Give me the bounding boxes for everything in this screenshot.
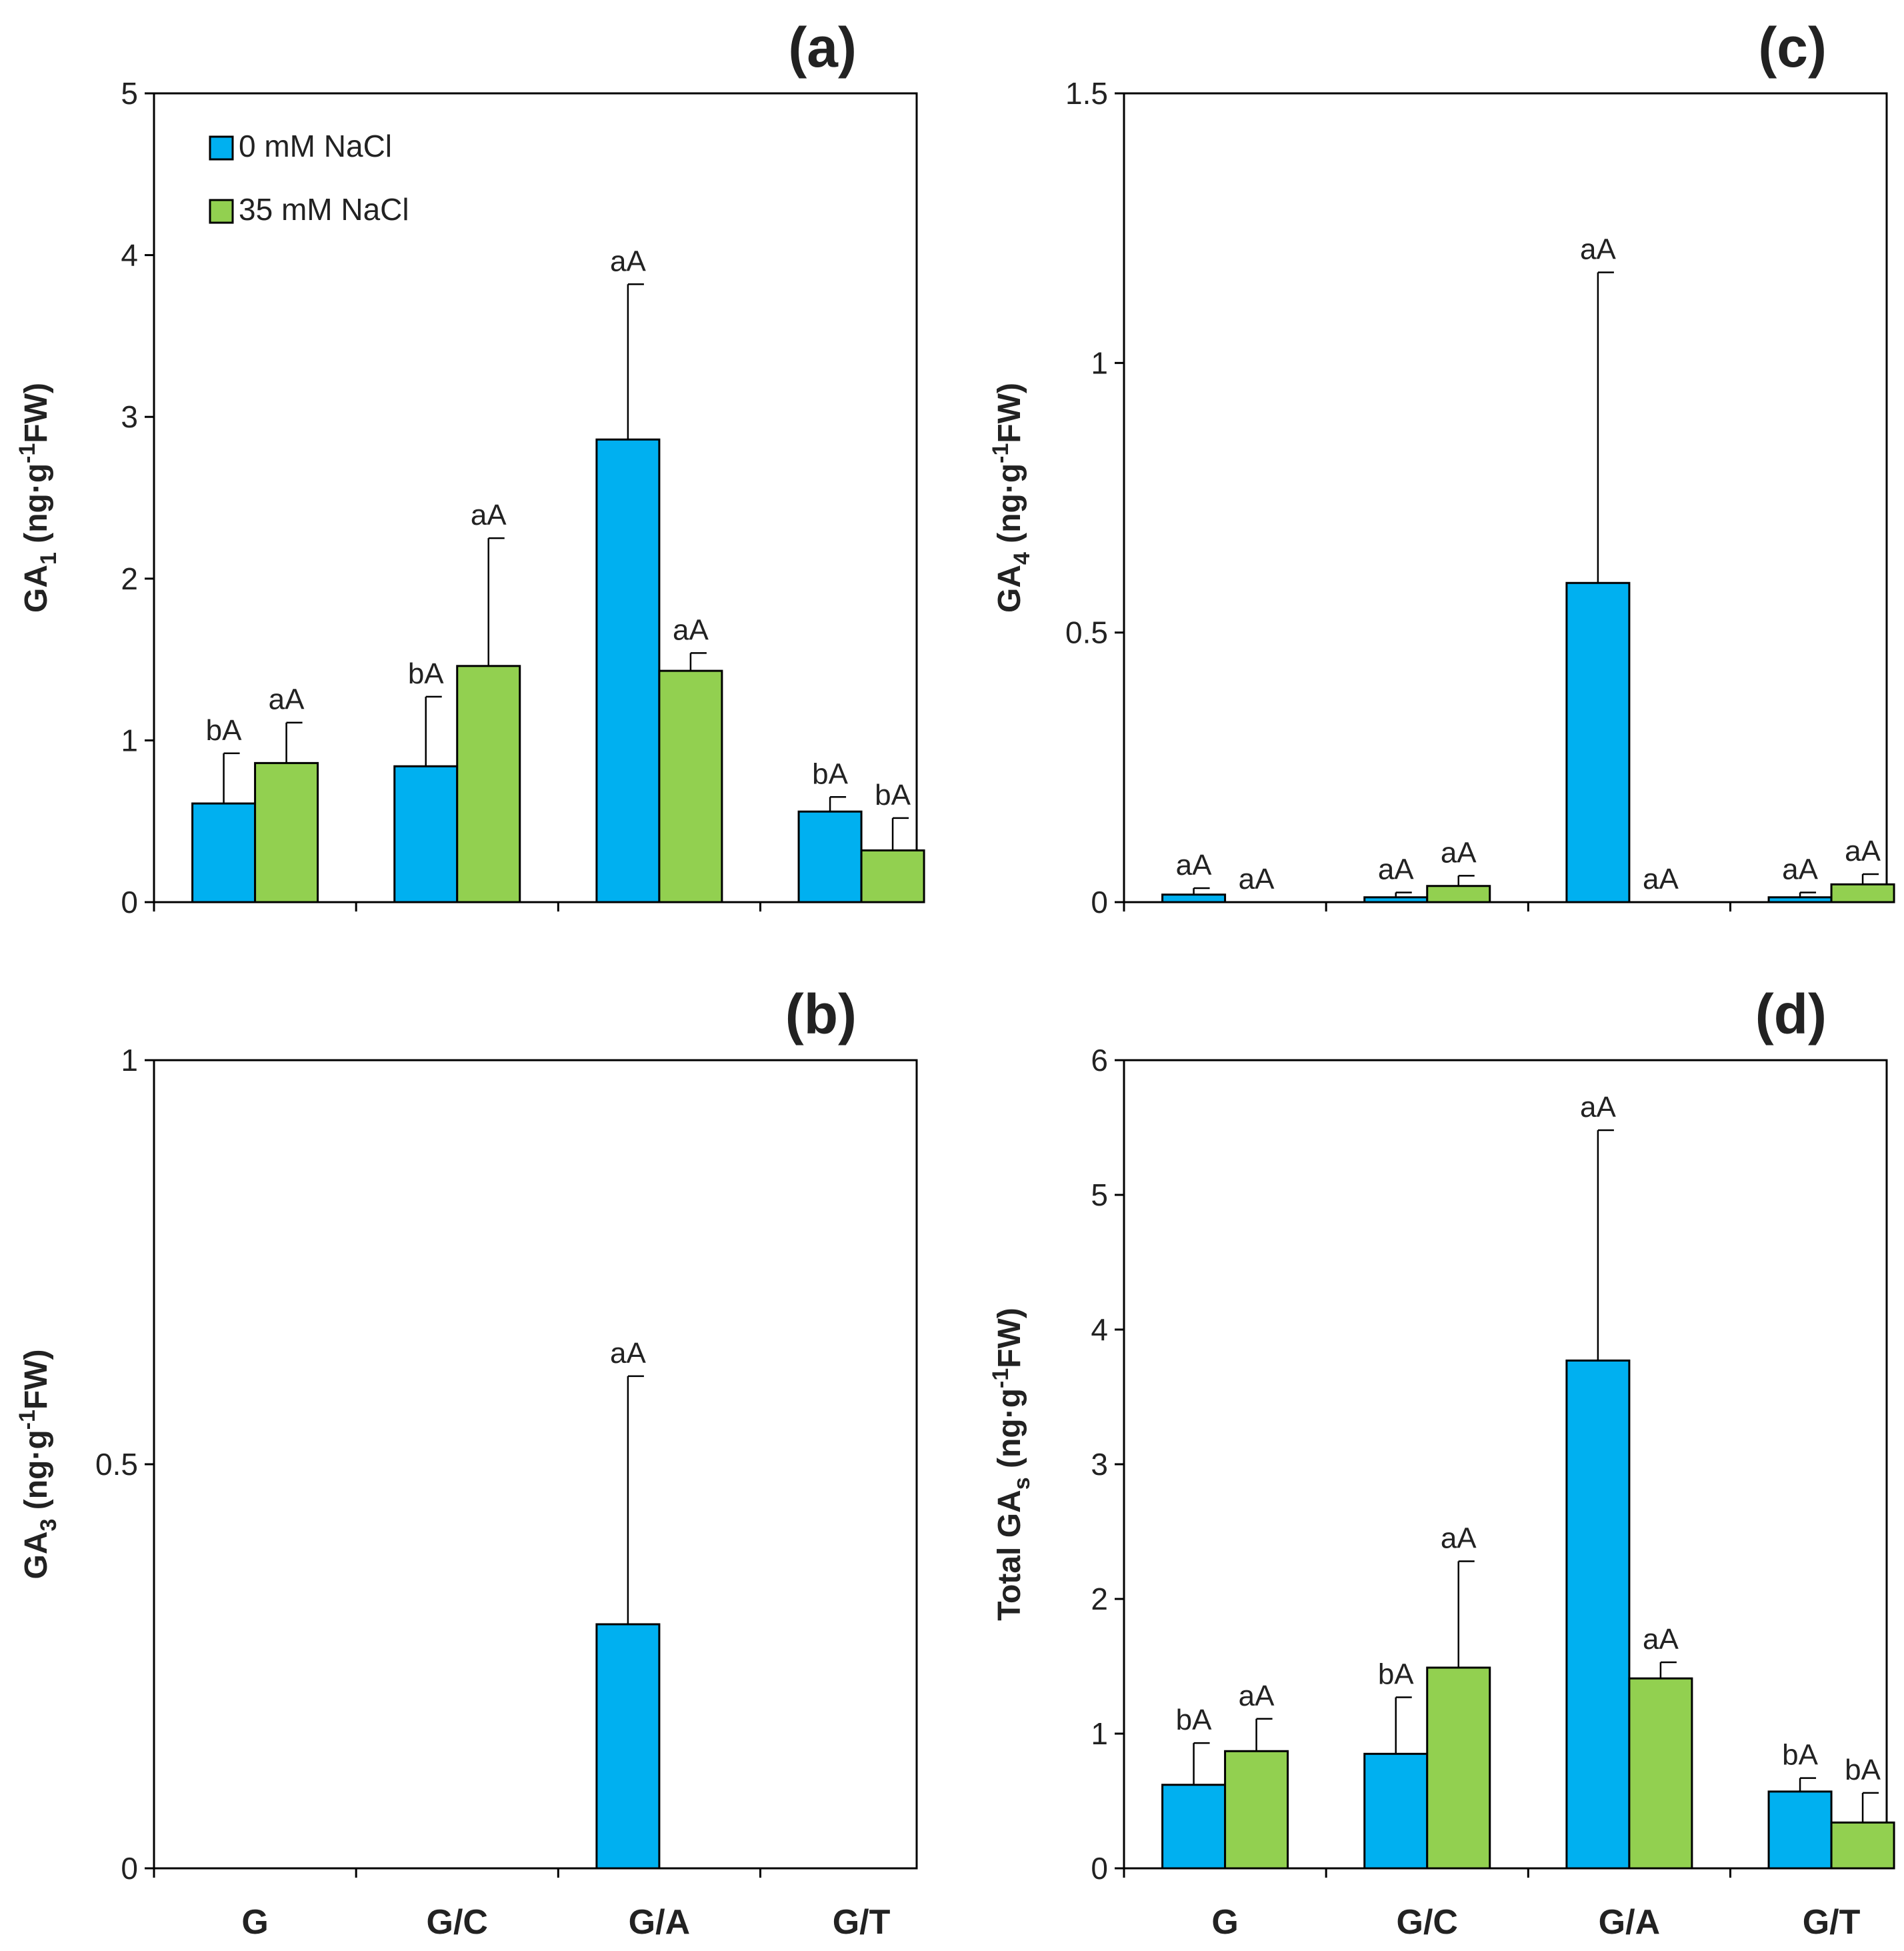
significance-label: aA bbox=[471, 499, 507, 531]
legend-swatch bbox=[209, 199, 234, 224]
significance-label: aA bbox=[1239, 863, 1275, 895]
significance-label: aA bbox=[1643, 1623, 1679, 1656]
significance-label: aA bbox=[610, 245, 646, 277]
y-tick-label: 4 bbox=[121, 238, 138, 273]
significance-label: aA bbox=[1441, 836, 1477, 869]
category-label: G/C bbox=[1397, 1903, 1458, 1942]
significance-label: bA bbox=[1176, 1704, 1212, 1736]
significance-label: aA bbox=[1378, 853, 1414, 885]
significance-label: aA bbox=[1782, 853, 1818, 885]
y-axis-label: GA1 (ng·g-1FW) bbox=[15, 383, 61, 613]
significance-label: aA bbox=[1580, 233, 1616, 265]
bar bbox=[1767, 896, 1833, 903]
category-label: G/A bbox=[1599, 1903, 1660, 1942]
significance-label: bA bbox=[812, 757, 848, 790]
y-tick-label: 0.5 bbox=[95, 1447, 138, 1482]
significance-label: aA bbox=[1239, 1680, 1275, 1712]
category-label: G bbox=[241, 1903, 268, 1942]
y-tick-label: 3 bbox=[121, 399, 138, 434]
significance-label: bA bbox=[408, 657, 444, 690]
bar bbox=[1565, 581, 1631, 903]
legend-swatch bbox=[209, 135, 234, 161]
bar bbox=[1161, 1784, 1227, 1870]
bar bbox=[1224, 1750, 1289, 1870]
bar bbox=[456, 665, 521, 903]
bar bbox=[1767, 1790, 1833, 1870]
bar bbox=[393, 765, 459, 903]
bar bbox=[595, 438, 661, 903]
bar bbox=[1363, 1752, 1429, 1870]
plot-frame bbox=[153, 92, 918, 903]
y-axis-label: GA3 (ng·g-1FW) bbox=[15, 1349, 61, 1579]
y-tick-label: 0 bbox=[121, 885, 138, 919]
y-tick-label: 2 bbox=[1091, 1582, 1108, 1616]
y-tick-label: 0.5 bbox=[1065, 615, 1108, 650]
y-tick-label: 0 bbox=[1091, 885, 1108, 919]
y-tick-label: 1 bbox=[121, 1043, 138, 1078]
y-tick-label: 0 bbox=[1091, 1851, 1108, 1886]
bar bbox=[1161, 893, 1227, 903]
plot-frame bbox=[1123, 92, 1888, 903]
bar bbox=[1565, 1359, 1631, 1870]
y-axis-label: GA4 (ng·g-1FW) bbox=[988, 383, 1035, 613]
y-tick-label: 1 bbox=[1091, 345, 1108, 380]
y-tick-label: 6 bbox=[1091, 1043, 1108, 1078]
significance-label: bA bbox=[875, 779, 911, 811]
y-tick-label: 2 bbox=[121, 561, 138, 596]
bar bbox=[595, 1623, 661, 1870]
y-tick-label: 0 bbox=[121, 1851, 138, 1886]
bar bbox=[191, 802, 257, 903]
y-tick-label: 5 bbox=[121, 76, 138, 111]
y-tick-label: 4 bbox=[1091, 1312, 1108, 1347]
significance-label: aA bbox=[673, 613, 709, 646]
legend-entry: 35 mM NaCl bbox=[239, 192, 409, 227]
significance-label: bA bbox=[1845, 1754, 1881, 1786]
panel-a: 0 1 2 3 4 5 GA1 (ng·g-1FW) (a) bA bA aA bA aA aA aA bA 0… bbox=[15, 16, 925, 919]
y-tick-label: 1 bbox=[1091, 1716, 1108, 1751]
y-tick-label: 3 bbox=[1091, 1447, 1108, 1482]
bar bbox=[797, 810, 863, 903]
bar bbox=[860, 849, 925, 903]
significance-label: aA bbox=[1441, 1522, 1477, 1554]
significance-label: bA bbox=[1378, 1658, 1414, 1690]
significance-label: bA bbox=[206, 714, 242, 747]
category-label: G/T bbox=[1803, 1903, 1861, 1942]
bar bbox=[1426, 1666, 1491, 1870]
significance-label: bA bbox=[1782, 1739, 1818, 1772]
category-label: G bbox=[1211, 1903, 1238, 1942]
significance-label: aA bbox=[1845, 835, 1881, 867]
panel-c: 0 0.5 1 1.5 GA4 (ng·g-1FW) (c) aA aA aA aA aA aA aA a… bbox=[988, 16, 1895, 919]
plot-frame bbox=[153, 1059, 918, 1870]
plot-frame bbox=[1123, 1059, 1888, 1870]
significance-label: aA bbox=[269, 683, 305, 716]
legend-entry: 0 mM NaCl bbox=[239, 129, 392, 163]
category-label: G/T bbox=[833, 1903, 891, 1942]
panel-d: 0 1 2 3 4 5 6 Total GAs (ng·g-1FW) (d) bA bA aA bA aA… bbox=[988, 983, 1895, 1942]
significance-label: aA bbox=[610, 1337, 646, 1370]
bar bbox=[1830, 883, 1895, 903]
panel-label: (c) bbox=[1758, 16, 1827, 79]
bar bbox=[254, 761, 319, 903]
panel-label: (d) bbox=[1755, 983, 1827, 1046]
y-tick-label: 1.5 bbox=[1065, 76, 1108, 111]
y-axis-label: Total GAs (ng·g-1FW) bbox=[988, 1308, 1035, 1620]
bar bbox=[1426, 885, 1491, 903]
category-label: G/A bbox=[629, 1903, 690, 1942]
bar bbox=[1830, 1821, 1895, 1870]
significance-label: aA bbox=[1643, 863, 1679, 895]
bar bbox=[1363, 896, 1429, 903]
significance-label: aA bbox=[1176, 849, 1212, 881]
panel-label: (b) bbox=[785, 983, 857, 1046]
y-tick-label: 1 bbox=[121, 723, 138, 757]
bar bbox=[1628, 1677, 1693, 1870]
significance-label: aA bbox=[1580, 1091, 1616, 1124]
category-label: G/C bbox=[427, 1903, 488, 1942]
panel-b: 0 0.5 1 GA3 (ng·g-1FW) (b) aA G G/C G/A G/T bbox=[15, 983, 918, 1942]
y-tick-label: 5 bbox=[1091, 1178, 1108, 1212]
bar bbox=[658, 669, 723, 903]
panel-label: (a) bbox=[788, 16, 857, 79]
